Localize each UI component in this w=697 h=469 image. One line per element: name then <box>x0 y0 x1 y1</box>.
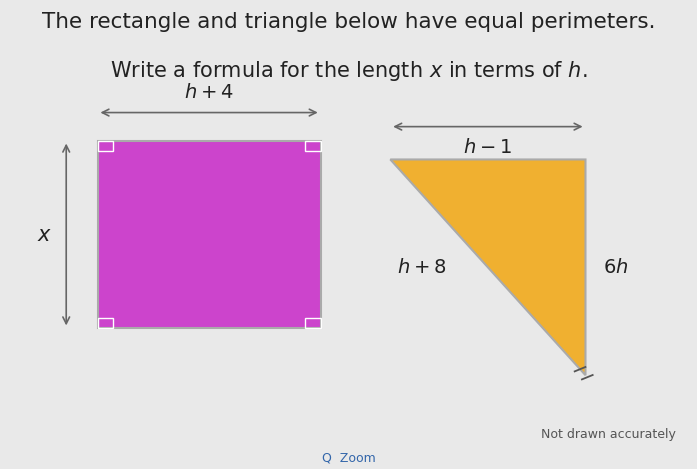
Text: The rectangle and triangle below have equal perimeters.: The rectangle and triangle below have eq… <box>42 12 655 32</box>
Polygon shape <box>390 159 585 375</box>
Text: $6h$: $6h$ <box>603 258 628 277</box>
Text: Q  Zoom: Q Zoom <box>321 451 376 464</box>
Text: $h+4$: $h+4$ <box>184 83 234 102</box>
Bar <box>98 141 113 151</box>
Bar <box>98 141 321 328</box>
Text: $x$: $x$ <box>37 225 52 244</box>
Text: Write a formula for the length $x$ in terms of $h$.: Write a formula for the length $x$ in te… <box>109 59 588 83</box>
Text: Not drawn accurately: Not drawn accurately <box>541 428 676 441</box>
Bar <box>305 318 321 328</box>
Bar <box>305 141 321 151</box>
Text: $h-1$: $h-1$ <box>464 138 512 158</box>
Bar <box>98 318 113 328</box>
Text: $h+8$: $h+8$ <box>397 258 446 277</box>
